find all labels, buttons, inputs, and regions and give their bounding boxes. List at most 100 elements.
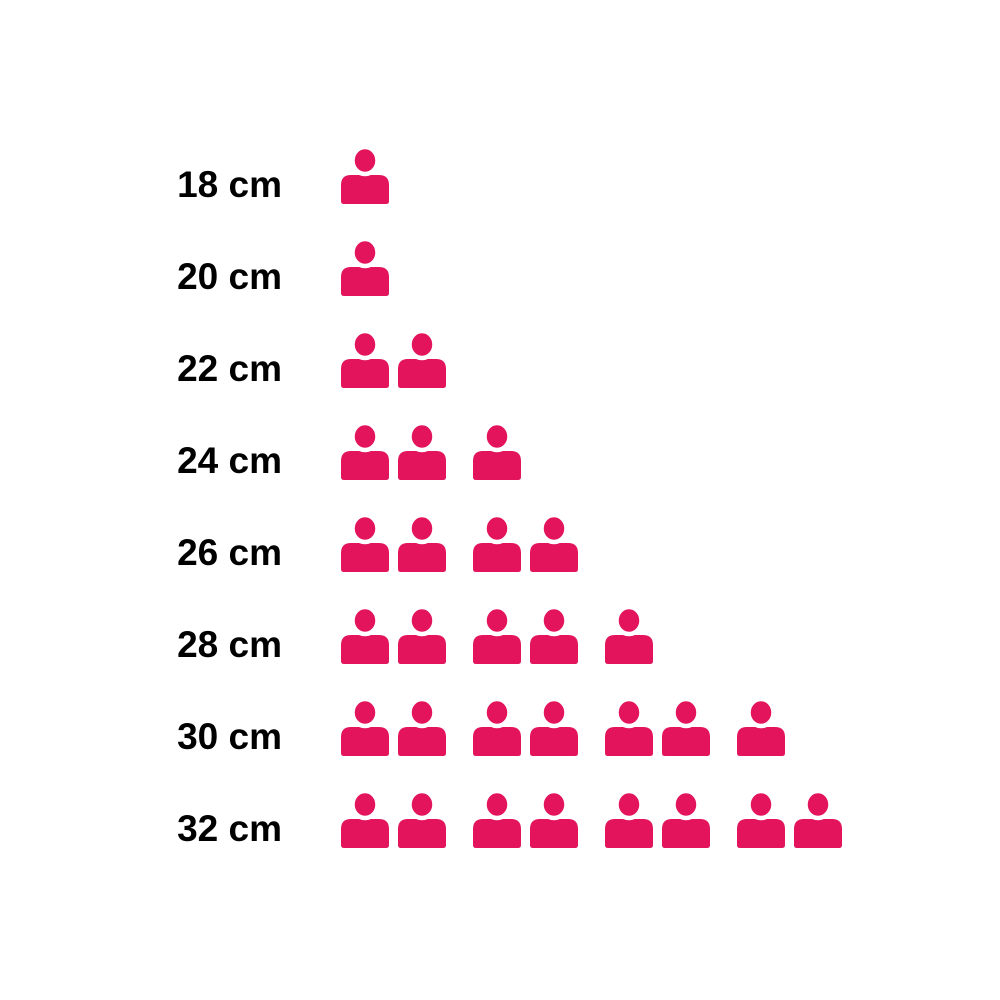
person-body [737, 819, 785, 848]
person-icon [398, 699, 446, 756]
person-head [482, 607, 512, 637]
person-body [398, 819, 446, 848]
person-body [473, 727, 521, 756]
person-body [398, 451, 446, 480]
row-label: 20 cm [177, 256, 282, 297]
person-icon [398, 607, 446, 664]
person-icon [605, 607, 653, 664]
person-body [530, 543, 578, 572]
person-body [341, 819, 389, 848]
person-body [473, 451, 521, 480]
icon-pair-group [341, 699, 446, 756]
chart-row: 28 cm [0, 607, 842, 665]
row-icons [341, 515, 578, 572]
person-body [341, 727, 389, 756]
person-icon [737, 791, 785, 848]
row-label: 32 cm [177, 808, 282, 849]
person-body [473, 543, 521, 572]
person-icon [473, 423, 521, 480]
person-head [407, 607, 437, 637]
person-body [530, 635, 578, 664]
person-body [341, 543, 389, 572]
icon-pair-group [341, 239, 389, 296]
person-body [473, 819, 521, 848]
person-icon [341, 147, 389, 204]
person-body [398, 543, 446, 572]
person-body [341, 359, 389, 388]
person-head [539, 515, 569, 545]
row-label: 18 cm [177, 164, 282, 205]
row-icons [341, 699, 785, 756]
person-head [482, 791, 512, 821]
person-body [662, 819, 710, 848]
person-icon [662, 699, 710, 756]
icon-pair-group [605, 699, 710, 756]
person-body [398, 727, 446, 756]
chart-row: 18 cm [0, 147, 842, 205]
row-label: 28 cm [177, 624, 282, 665]
person-head [746, 791, 776, 821]
person-head [803, 791, 833, 821]
person-head [671, 791, 701, 821]
row-icons [341, 147, 389, 204]
icon-pair-group [341, 147, 389, 204]
person-icon [794, 791, 842, 848]
person-icon [341, 699, 389, 756]
person-icon [398, 331, 446, 388]
person-head [539, 791, 569, 821]
person-icon [473, 791, 521, 848]
person-head [614, 607, 644, 637]
person-icon [341, 515, 389, 572]
person-icon [530, 607, 578, 664]
icon-pair-group [473, 607, 578, 664]
icon-pair-group [737, 699, 785, 756]
person-head [614, 699, 644, 729]
icon-pair-group [341, 331, 446, 388]
icon-pair-group [605, 791, 710, 848]
chart-row: 24 cm [0, 423, 842, 481]
chart-row: 22 cm [0, 331, 842, 389]
person-body [605, 635, 653, 664]
person-head [614, 791, 644, 821]
person-head [350, 515, 380, 545]
person-head [407, 515, 437, 545]
person-icon [473, 699, 521, 756]
person-head [350, 791, 380, 821]
row-icons [341, 331, 446, 388]
person-icon [605, 699, 653, 756]
person-body [341, 267, 389, 296]
row-label: 26 cm [177, 532, 282, 573]
person-icon [398, 791, 446, 848]
icon-pair-group [473, 515, 578, 572]
person-head [482, 515, 512, 545]
person-body [605, 819, 653, 848]
person-icon [737, 699, 785, 756]
person-body [530, 819, 578, 848]
person-head [539, 699, 569, 729]
person-head [407, 791, 437, 821]
person-head [350, 423, 380, 453]
chart-row: 30 cm [0, 699, 842, 757]
person-body [341, 451, 389, 480]
person-icon [341, 239, 389, 296]
chart-row: 20 cm [0, 239, 842, 297]
icon-pair-group [473, 699, 578, 756]
icon-pair-group [473, 791, 578, 848]
person-icon [662, 791, 710, 848]
row-icons [341, 607, 653, 664]
icon-pair-group [473, 423, 521, 480]
person-body [341, 635, 389, 664]
person-body [605, 727, 653, 756]
icon-pair-group [341, 607, 446, 664]
person-body [341, 175, 389, 204]
person-head [407, 331, 437, 361]
person-head [350, 239, 380, 269]
person-icon [341, 791, 389, 848]
person-body [794, 819, 842, 848]
person-body [398, 635, 446, 664]
person-icon [530, 699, 578, 756]
person-body [473, 635, 521, 664]
person-body [737, 727, 785, 756]
icon-pair-group [341, 515, 446, 572]
